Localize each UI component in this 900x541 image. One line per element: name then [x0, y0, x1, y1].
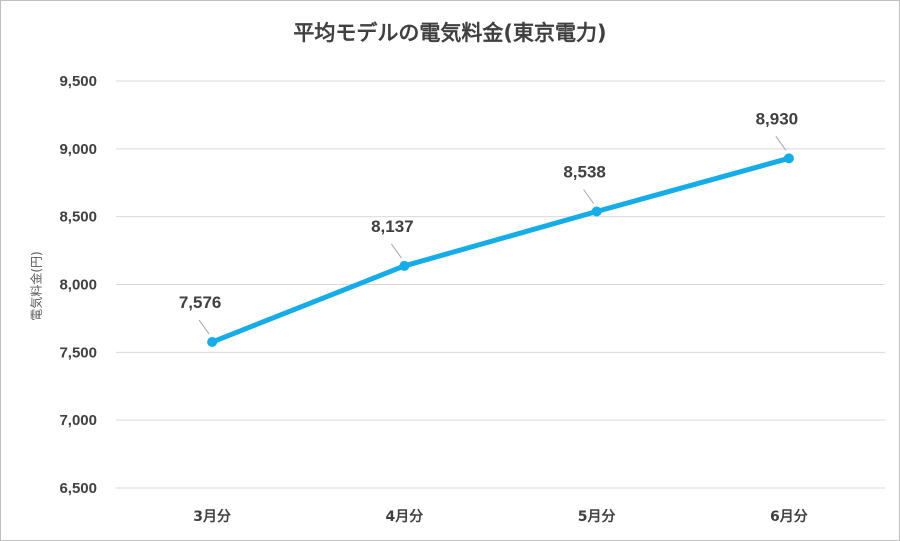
x-tick-label: 4月分	[386, 509, 424, 525]
data-labels: 7,576 8,137 8,538 8,930	[179, 109, 799, 335]
x-axis-ticks: 3月分 4月分 5月分 6月分	[193, 509, 808, 525]
y-tick-label: 9,500	[59, 73, 97, 90]
chart-title: 平均モデルの電気料金(東京電力)	[293, 21, 607, 45]
y-tick-label: 8,500	[59, 209, 97, 226]
leader-line	[390, 243, 402, 259]
leader-line	[583, 189, 595, 204]
y-tick-label: 9,000	[59, 141, 97, 158]
data-label: 7,576	[179, 293, 222, 312]
data-point	[399, 260, 410, 271]
series-line-group	[207, 153, 794, 348]
y-tick-label: 7,000	[59, 412, 97, 429]
data-point	[207, 337, 218, 348]
series-line	[209, 155, 792, 345]
y-tick-label: 7,500	[59, 344, 97, 361]
data-point	[591, 206, 602, 217]
x-tick-label: 5月分	[578, 509, 616, 525]
y-axis-ticks: 6,500 7,000 7,500 8,000 8,500 9,000 9,500	[59, 73, 97, 497]
y-tick-label: 8,000	[59, 277, 97, 294]
data-label: 8,538	[563, 163, 606, 182]
leader-line	[775, 136, 787, 151]
grid-lines	[116, 80, 885, 489]
data-label: 8,137	[371, 217, 414, 236]
data-point	[783, 153, 794, 164]
data-label: 8,930	[756, 109, 799, 128]
leader-line	[198, 319, 210, 335]
y-tick-label: 6,500	[59, 480, 97, 497]
x-tick-label: 6月分	[770, 509, 808, 525]
x-tick-label: 3月分	[193, 509, 231, 525]
